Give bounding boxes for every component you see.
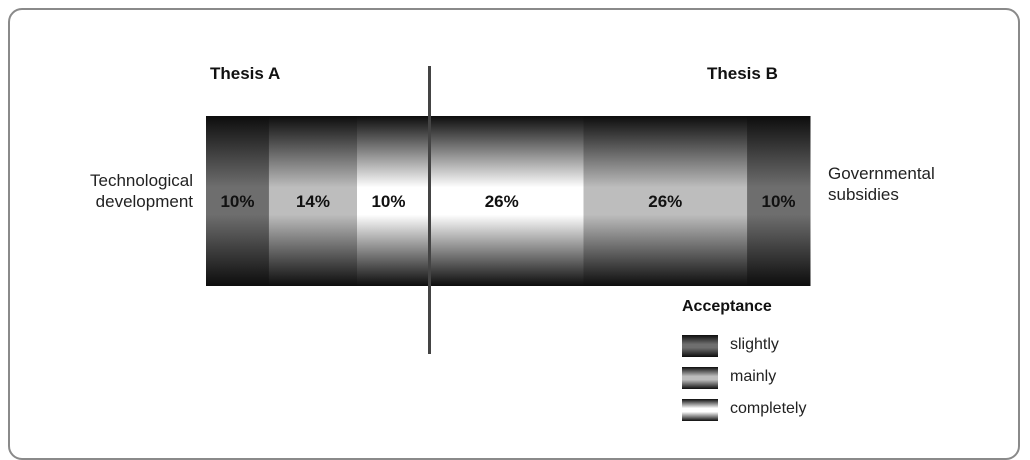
- legend-label-slightly: slightly: [730, 336, 779, 353]
- bar-label-4: 26%: [485, 192, 519, 211]
- stacked-bar: 10% 14% 10% 26% 26% 10%: [206, 116, 811, 286]
- bar-segment-3: [357, 116, 421, 286]
- legend-item-slightly: slightly: [682, 334, 882, 358]
- left-row-label: Technological development: [89, 171, 193, 211]
- right-row-label: Governmental subsidies: [828, 164, 935, 204]
- bar-label-1: 10%: [220, 192, 254, 211]
- legend-swatch-slightly: [682, 335, 718, 357]
- bar-label-2: 14%: [296, 192, 330, 211]
- bar-segment-1: [206, 116, 270, 286]
- legend-title: Acceptance: [682, 298, 772, 315]
- thesis-a-title: Thesis A: [210, 64, 281, 83]
- stacked-bar-svg: 10% 14% 10% 26% 26% 10%: [206, 116, 811, 286]
- legend-item-mainly: mainly: [682, 366, 882, 390]
- bar-label-3: 10%: [371, 192, 405, 211]
- legend-item-completely: completely: [682, 398, 882, 422]
- thesis-divider: [428, 66, 431, 354]
- thesis-b-title: Thesis B: [707, 64, 778, 83]
- legend-swatch-completely: [682, 399, 718, 421]
- bar-label-5: 26%: [648, 192, 682, 211]
- bar-label-6: 10%: [762, 192, 796, 211]
- bar-segment-5: [583, 116, 748, 286]
- legend-swatch-mainly: [682, 367, 718, 389]
- bar-segment-6: [747, 116, 811, 286]
- legend-label-completely: completely: [730, 400, 807, 417]
- bar-segment-4: [419, 116, 584, 286]
- legend-label-mainly: mainly: [730, 368, 777, 385]
- bar-segment-2: [268, 116, 358, 286]
